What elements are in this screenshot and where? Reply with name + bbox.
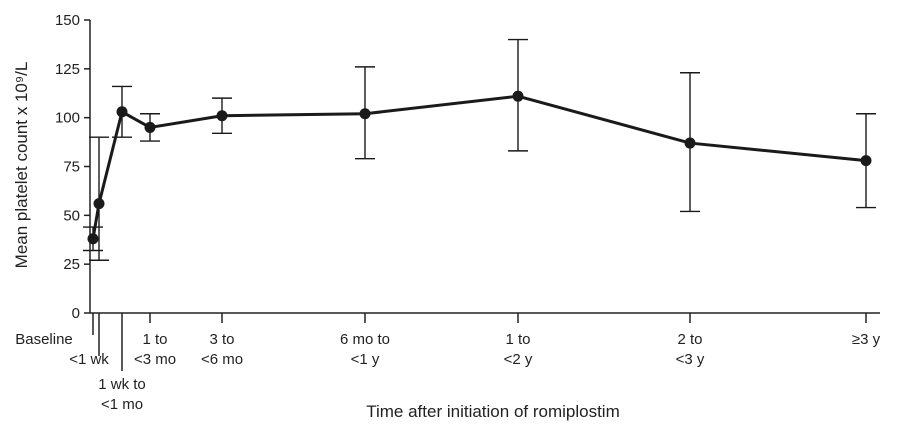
x-tick-label: <1 wk bbox=[69, 351, 109, 368]
series-line bbox=[93, 96, 866, 239]
x-tick-label: 1 to <2 y bbox=[504, 331, 533, 368]
y-axis-title: Mean platelet count x 10⁹/L bbox=[12, 62, 31, 269]
y-tick-label: 75 bbox=[63, 159, 80, 176]
x-tick-label: 2 to <3 y bbox=[676, 331, 705, 368]
y-tick-label: 50 bbox=[63, 207, 80, 224]
x-tick-label-line: 1 wk to bbox=[98, 376, 146, 393]
data-point bbox=[94, 198, 105, 209]
x-tick-label: ≥3 y bbox=[852, 331, 881, 348]
x-tick-label: 6 mo to <1 y bbox=[340, 331, 390, 368]
x-tick-label: 1 wk to <1 mo bbox=[98, 376, 146, 413]
x-tick-label: 1 to <3 mo bbox=[134, 331, 176, 368]
x-tick-label-line: ≥3 y bbox=[852, 331, 881, 348]
x-tick-label-line: <6 mo bbox=[201, 351, 243, 368]
y-tick-label: 0 bbox=[72, 305, 80, 322]
x-tick-label-line: 1 to bbox=[505, 331, 530, 348]
x-axis-title: Time after initiation of romiplostim bbox=[366, 402, 620, 421]
x-tick-label-line: 1 to bbox=[142, 331, 167, 348]
data-point bbox=[861, 155, 872, 166]
x-tick-label-line: 6 mo to bbox=[340, 331, 390, 348]
x-tick-label: 3 to <6 mo bbox=[201, 331, 243, 368]
x-tick-label-line: <1 wk bbox=[69, 351, 109, 368]
data-point bbox=[360, 108, 371, 119]
data-point bbox=[145, 122, 156, 133]
y-tick-label: 150 bbox=[55, 12, 80, 29]
x-tick-label-line: <1 mo bbox=[101, 396, 143, 413]
x-tick-label-line: Baseline bbox=[15, 331, 73, 348]
data-point bbox=[117, 106, 128, 117]
x-tick-label-line: 3 to bbox=[209, 331, 234, 348]
data-point bbox=[217, 110, 228, 121]
data-markers bbox=[88, 91, 872, 245]
x-tick-label-line: 2 to bbox=[677, 331, 702, 348]
data-point bbox=[88, 233, 99, 244]
y-tick-label: 100 bbox=[55, 110, 80, 127]
axes: 0 25 50 75 100 125 150 Baseline <1 wk 1 wk to <1 m… bbox=[15, 12, 880, 413]
y-tick-label: 125 bbox=[55, 61, 80, 78]
x-tick-label-line: <2 y bbox=[504, 351, 533, 368]
data-point bbox=[513, 91, 524, 102]
x-tick-label-line: <3 y bbox=[676, 351, 705, 368]
x-tick-label-line: <3 mo bbox=[134, 351, 176, 368]
y-tick-label: 25 bbox=[63, 256, 80, 273]
x-tick-label-line: <1 y bbox=[351, 351, 380, 368]
x-tick-label: Baseline bbox=[15, 331, 73, 348]
data-point bbox=[685, 138, 696, 149]
series-line-path bbox=[93, 96, 866, 239]
